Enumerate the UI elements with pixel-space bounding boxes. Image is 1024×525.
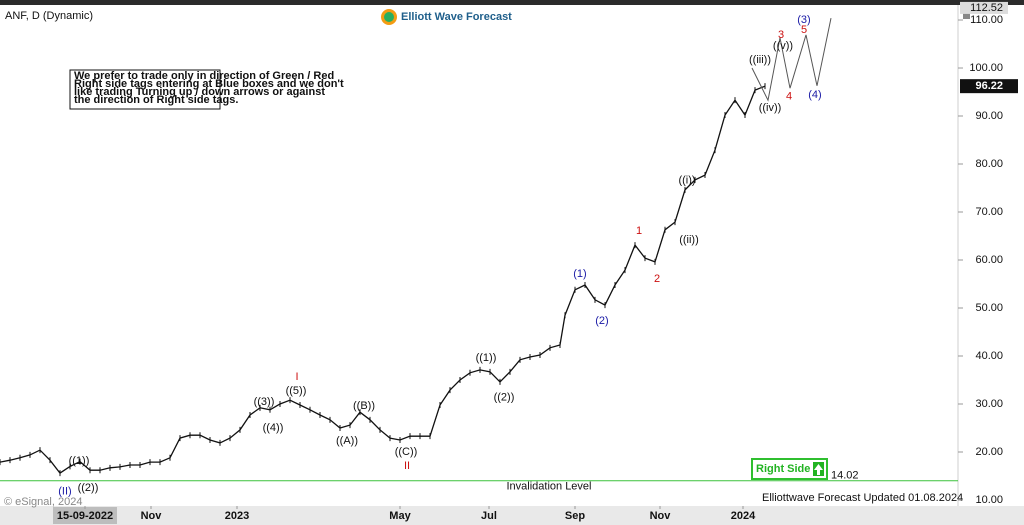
wave-label: ((C)) (395, 446, 418, 458)
wave-label: ((2)) (78, 482, 99, 494)
logo-icon-inner (384, 12, 394, 22)
x-tick-label: Nov (650, 510, 672, 522)
wave-label: 2 (654, 273, 660, 285)
y-tick-label: 20.00 (975, 446, 1003, 458)
y-tick-label: 10.00 (975, 494, 1003, 506)
wave-label: ((5)) (286, 385, 307, 397)
x-tick-label: May (389, 510, 411, 522)
chart-title: ANF, D (Dynamic) (5, 10, 93, 22)
wave-label: ((iv)) (759, 102, 782, 114)
wave-label: 4 (786, 91, 792, 103)
wave-label: (3) (797, 14, 810, 26)
tag-frame (751, 458, 828, 480)
y-tick-label: 50.00 (975, 302, 1003, 314)
top-border (0, 0, 1024, 5)
wave-label: ((1)) (69, 455, 90, 467)
note-line: We prefer to trade only in direction of … (74, 70, 334, 82)
note-line: like trading Turning up / down arrows or… (74, 86, 325, 98)
x-axis-strip (0, 506, 1024, 525)
x-tick-label: 2023 (225, 510, 249, 522)
invalidation-text: Invalidation Level (506, 481, 591, 493)
wave-label: ((1)) (476, 352, 497, 364)
last-price-label: 96.22 (975, 80, 1003, 92)
wave-label: (4) (808, 89, 821, 101)
price-line (0, 85, 766, 474)
y-tick-label: 60.00 (975, 254, 1003, 266)
wave-label: ((iii)) (749, 54, 771, 66)
note-line: the direction of Right side tags. (74, 94, 238, 106)
wave-label: 5 (801, 24, 807, 36)
x-tick-label: 15-09-2022 (57, 510, 113, 522)
y-tick-label: 30.00 (975, 398, 1003, 410)
right-side-tag: Right Side (751, 458, 828, 480)
x-cursor-box (53, 507, 117, 524)
x-tick-label: 2024 (731, 510, 756, 522)
wave-label: ((2)) (494, 392, 515, 404)
y-tick-label: 40.00 (975, 350, 1003, 362)
high-marker (960, 1, 1008, 14)
x-tick-label: Nov (141, 510, 163, 522)
wave-label: ((A)) (336, 435, 358, 447)
x-tick-label: Jul (481, 510, 497, 522)
tag-text: Right Side (756, 463, 810, 475)
y-tick-label: 110.00 (970, 14, 1003, 26)
y-tick-label: 100.00 (969, 62, 1003, 74)
wave-label: ((i)) (678, 175, 695, 187)
note-box: We prefer to trade only in direction of … (69, 69, 344, 110)
note-line: Right side tags entering at Blue boxes a… (74, 78, 344, 90)
wave-label: (II) (58, 486, 71, 498)
x-tick-label: Sep (565, 510, 585, 522)
high-marker-label: 112.52 (970, 2, 1003, 14)
wave-label: I (295, 371, 298, 383)
wave-label: II (404, 460, 410, 472)
y-tick-label: 90.00 (975, 110, 1003, 122)
menu-icon (963, 12, 970, 19)
last-price-marker (960, 79, 1018, 94)
y-tick-label: 70.00 (975, 206, 1003, 218)
invalidation-value: 14.02 (831, 470, 859, 482)
logo-text: Elliott Wave Forecast (401, 11, 512, 23)
note-frame (69, 69, 221, 110)
copyright: © eSignal, 2024 (4, 496, 82, 508)
wave-label: (1) (573, 268, 586, 280)
tag-arrow (814, 464, 823, 475)
wave-label: ((4)) (263, 422, 284, 434)
logo: Elliott Wave Forecast (381, 9, 512, 25)
y-tick-label: 80.00 (975, 158, 1003, 170)
wave-label: ((B)) (353, 400, 375, 412)
wave-label: 3 (778, 29, 784, 41)
wave-label: ((ii)) (679, 234, 699, 246)
footer: Elliottwave Forecast Updated 01.08.2024 (762, 492, 963, 504)
wave-label: 1 (636, 225, 642, 237)
projection-line (751, 17, 832, 102)
wave-label: (2) (595, 315, 608, 327)
wave-label: ((v)) (773, 40, 793, 52)
wave-label: ((3)) (254, 396, 275, 408)
